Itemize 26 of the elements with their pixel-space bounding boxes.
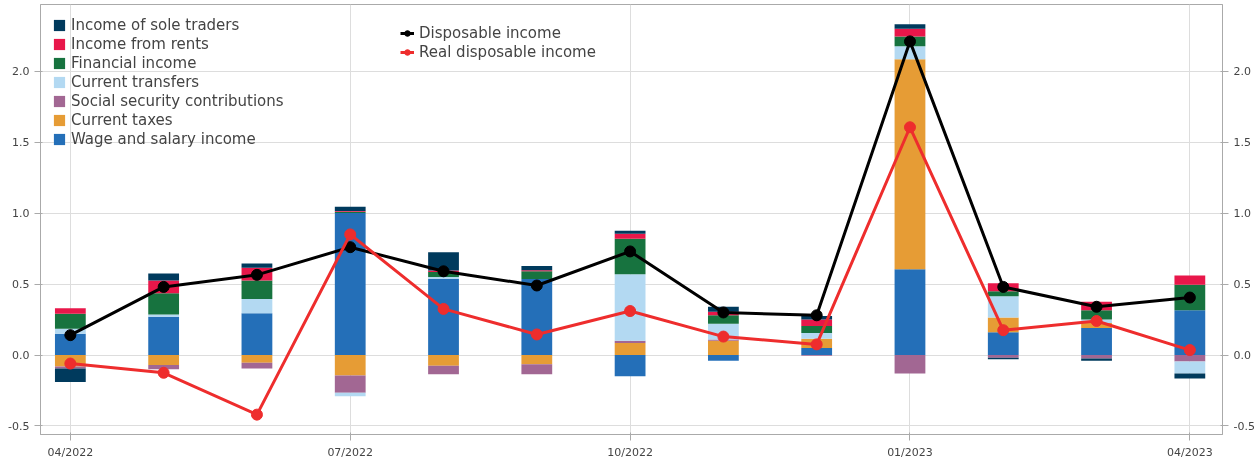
x-tick-label: 04/2023 — [1167, 445, 1213, 459]
y2-tick-label: 0.5 — [1233, 278, 1251, 292]
y-tick-label: 0.0 — [12, 349, 30, 363]
x-tick-label: 10/2022 — [607, 445, 653, 459]
legend-label: Income from rents — [71, 35, 209, 53]
legend-label: Current transfers — [71, 73, 200, 91]
y2-tick-label: 0.0 — [1233, 349, 1251, 363]
y2-tick-label: -0.5 — [1233, 419, 1255, 433]
x-tick-label: 07/2022 — [327, 445, 374, 459]
legend-label: Financial income — [71, 54, 197, 72]
legend-label: Real disposable income — [419, 43, 596, 61]
x-tick-label: 01/2023 — [887, 445, 933, 459]
legend-label: Wage and salary income — [71, 130, 256, 148]
y2-tick-label: 1.0 — [1233, 207, 1251, 221]
y-tick-label: 1.0 — [12, 207, 30, 221]
x-tick-label: 04/2022 — [47, 445, 94, 459]
y2-tick-label: 1.5 — [1233, 136, 1251, 150]
legend-label: Current taxes — [71, 111, 173, 129]
y2-tick-label: 2.0 — [1233, 65, 1251, 79]
legend-label: Disposable income — [419, 24, 561, 42]
y-tick-label: 2.0 — [12, 65, 30, 79]
legend-label: Social security contributions — [71, 92, 284, 110]
legend-label: Income of sole traders — [71, 16, 240, 34]
y-tick-label: 1.5 — [12, 136, 30, 150]
y-tick-label: -0.5 — [8, 419, 30, 433]
y-tick-label: 0.5 — [12, 278, 30, 292]
